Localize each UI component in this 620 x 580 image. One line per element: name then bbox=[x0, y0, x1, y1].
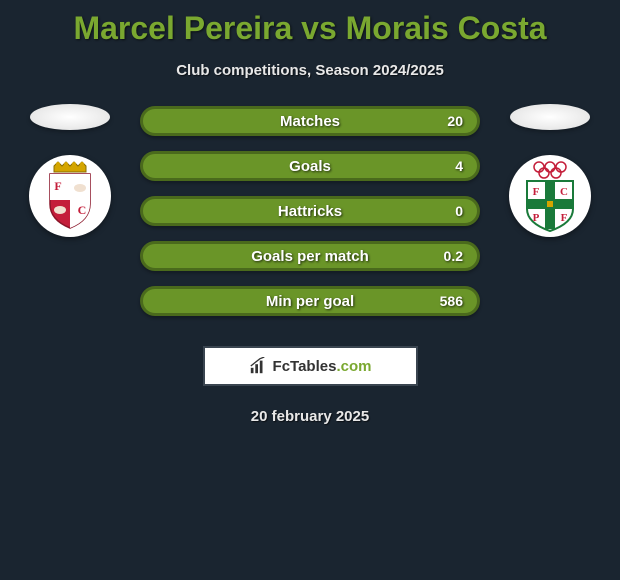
player-left-placeholder bbox=[30, 104, 110, 130]
stat-label: Min per goal bbox=[266, 293, 354, 310]
stat-right-value: 0 bbox=[455, 203, 463, 219]
stat-label: Goals per match bbox=[251, 248, 369, 265]
stat-label: Goals bbox=[289, 158, 331, 175]
stats-column: Matches 20 Goals 4 Hattricks 0 Goals per… bbox=[140, 104, 480, 316]
club-crest-left: F C bbox=[29, 155, 111, 237]
svg-text:C: C bbox=[560, 186, 568, 198]
stat-label: Hattricks bbox=[278, 203, 342, 220]
date-text: 20 february 2025 bbox=[0, 408, 620, 425]
page-title: Marcel Pereira vs Morais Costa bbox=[0, 10, 620, 47]
stat-right-value: 4 bbox=[455, 158, 463, 174]
infographic-container: Marcel Pereira vs Morais Costa Club comp… bbox=[0, 0, 620, 425]
shield-crest-icon: F C bbox=[38, 160, 102, 232]
stat-right-value: 20 bbox=[447, 113, 463, 129]
chart-icon bbox=[249, 357, 267, 375]
stat-right-value: 586 bbox=[440, 293, 463, 309]
player-right-column: F C P F bbox=[500, 104, 600, 237]
player-left-column: F C bbox=[20, 104, 120, 237]
stat-label: Matches bbox=[280, 113, 340, 130]
svg-text:F: F bbox=[561, 212, 568, 224]
stat-row-hattricks: Hattricks 0 bbox=[140, 196, 480, 226]
svg-text:F: F bbox=[533, 186, 540, 198]
cross-crest-icon: F C P F bbox=[517, 159, 583, 233]
svg-text:F: F bbox=[54, 179, 61, 193]
svg-text:C: C bbox=[78, 203, 87, 217]
brand-suffix: .com bbox=[336, 358, 371, 375]
stat-row-matches: Matches 20 bbox=[140, 106, 480, 136]
season-subtitle: Club competitions, Season 2024/2025 bbox=[0, 62, 620, 79]
svg-text:P: P bbox=[533, 212, 540, 224]
club-crest-right: F C P F bbox=[509, 155, 591, 237]
stat-row-min-per-goal: Min per goal 586 bbox=[140, 286, 480, 316]
stat-row-goals: Goals 4 bbox=[140, 151, 480, 181]
brand-text: FcTables.com bbox=[273, 358, 372, 375]
main-row: F C Matches 20 Goals 4 Hattricks bbox=[0, 104, 620, 316]
brand-attribution: FcTables.com bbox=[203, 346, 418, 386]
stat-row-goals-per-match: Goals per match 0.2 bbox=[140, 241, 480, 271]
player-right-placeholder bbox=[510, 104, 590, 130]
stat-right-value: 0.2 bbox=[444, 248, 463, 264]
brand-main: FcTables bbox=[273, 358, 337, 375]
